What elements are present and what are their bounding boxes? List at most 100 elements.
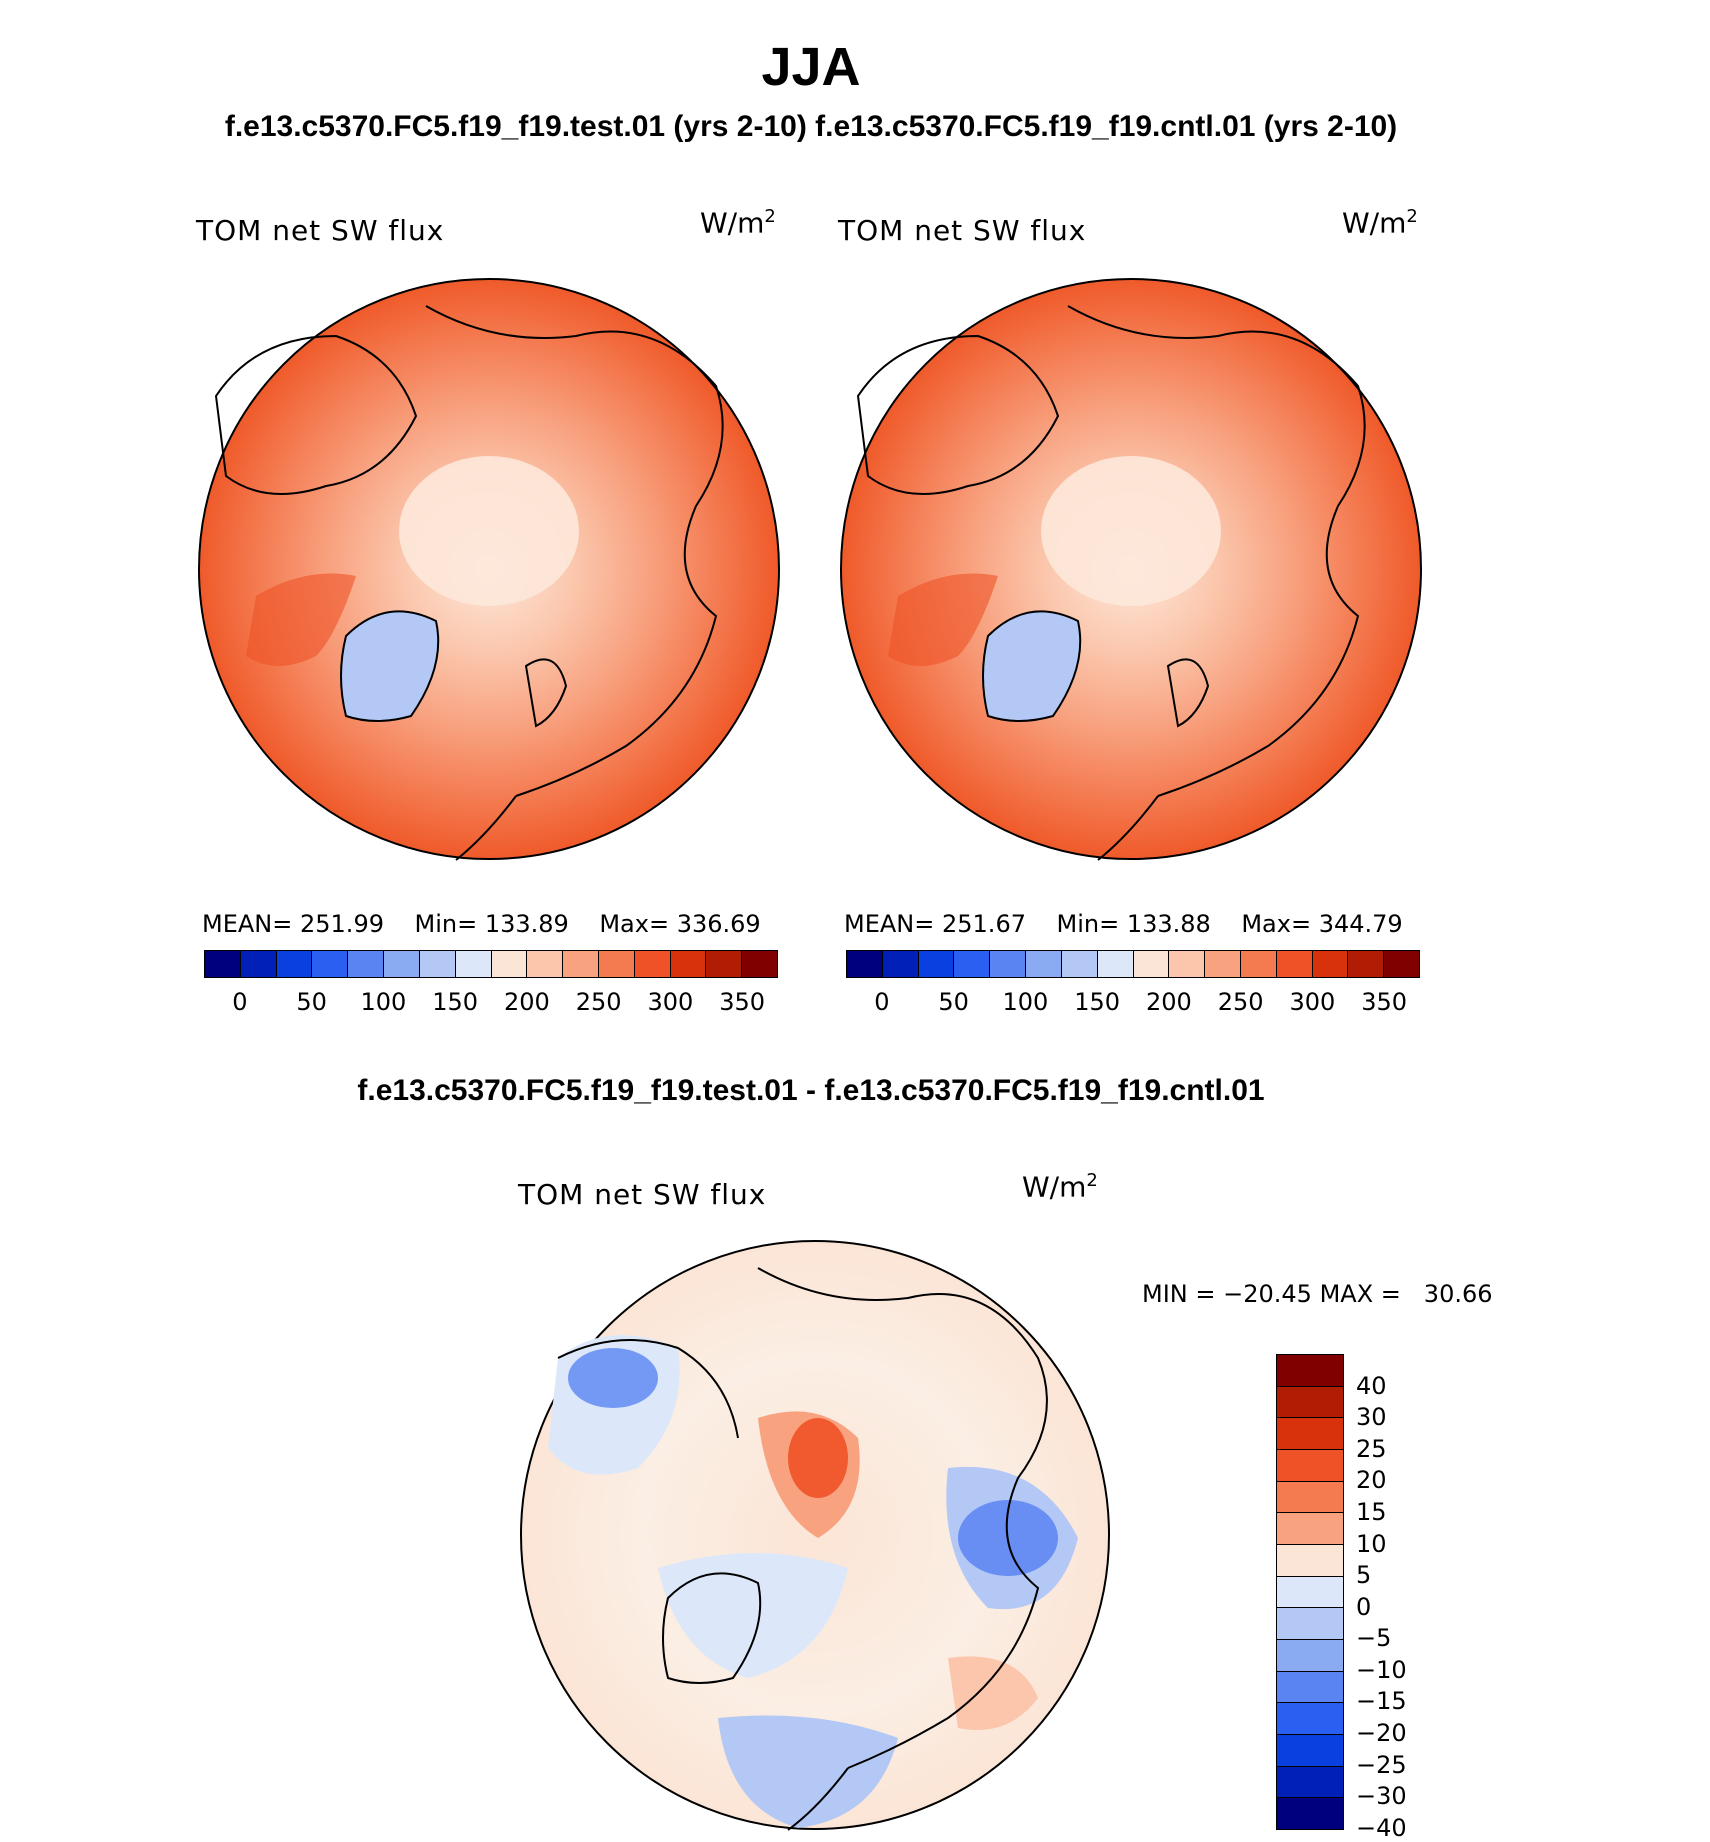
diff-colorbar-swatch (1277, 1355, 1343, 1387)
panel2-svalbard (1166, 658, 1210, 728)
panel2-greenland (982, 610, 1082, 722)
colorbar-swatch (954, 951, 991, 977)
colorbar-swatch (240, 951, 277, 977)
figure-title: JJA (761, 37, 861, 97)
diff-colorbar-swatch (1277, 1671, 1343, 1704)
diff-colorbar-label: 25 (1356, 1434, 1387, 1463)
colorbar-swatch (598, 951, 635, 977)
colorbar-swatch (455, 951, 492, 977)
colorbar-tick-label: 150 (1074, 988, 1121, 1016)
colorbar-swatch (918, 951, 955, 977)
diff-colorbar-label: 20 (1356, 1466, 1387, 1495)
panel1-eurasia-coast (425, 305, 724, 797)
colorbar-swatch (276, 951, 313, 977)
diff-colorbar-swatch (1277, 1450, 1343, 1482)
diff-colorbar-swatch (1277, 1640, 1343, 1672)
diff-colorbar-swatch (1277, 1576, 1343, 1609)
colorbar-swatch (205, 951, 241, 977)
colorbar-tick-label: 250 (575, 988, 622, 1016)
colorbar-swatch (990, 951, 1027, 977)
colorbar-swatch (882, 951, 919, 977)
colorbar-swatch (419, 951, 456, 977)
colorbar-swatch (1026, 951, 1062, 977)
diff-alaska-coast (557, 1339, 739, 1439)
panel2-alaska-coast (856, 334, 1060, 495)
panel2-stats: MEAN= 251.67 Min= 133.88 Max= 344.79 (844, 910, 1403, 938)
diff-colorbar-swatch (1277, 1481, 1343, 1514)
colorbar-swatch (527, 951, 564, 977)
diff-pos-core-pole (788, 1418, 848, 1498)
diff-colorbar-label: 40 (1356, 1371, 1387, 1400)
colorbar-tick-label: 0 (874, 988, 890, 1016)
panel1-europe-coast (455, 795, 517, 861)
panel1-variable: TOM net SW flux (196, 214, 445, 247)
panel2-units: W/m2 (1342, 206, 1418, 240)
diff-colorbar-label: 15 (1356, 1497, 1387, 1526)
colorbar-tick-label: 150 (432, 988, 479, 1016)
diff-pos-region-asia (948, 1656, 1038, 1730)
panel2-colorbar (846, 950, 1420, 978)
diff-greenland-coast (662, 1572, 762, 1684)
colorbar-swatch (847, 951, 883, 977)
diff-polar-map (520, 1240, 1110, 1831)
diff-colorbar-swatch (1277, 1608, 1343, 1641)
colorbar-swatch (706, 951, 743, 977)
colorbar-swatch (312, 951, 349, 977)
diff-minmax: MIN = −20.45 MAX = 30.66 (1142, 1280, 1493, 1308)
diff-colorbar-label: 5 (1356, 1561, 1372, 1590)
diff-colorbar-label: −5 (1356, 1624, 1392, 1653)
diff-colorbar-swatch (1277, 1735, 1343, 1767)
colorbar-swatch (1240, 951, 1277, 977)
diff-colorbar-label: −15 (1356, 1687, 1407, 1716)
colorbar-swatch (563, 951, 599, 977)
diff-title: f.e13.c5370.FC5.f19_f19.test.01 - f.e13.… (357, 1074, 1265, 1107)
diff-colorbar-label: −25 (1356, 1750, 1407, 1779)
colorbar-swatch (1205, 951, 1241, 977)
diff-colorbar-label: −20 (1356, 1719, 1407, 1748)
diff-neg-core-nw (568, 1348, 658, 1408)
panel1-stats: MEAN= 251.99 Min= 133.89 Max= 336.69 (202, 910, 761, 938)
diff-eurasia-coast (757, 1267, 1048, 1769)
diff-colorbar-swatch (1277, 1545, 1343, 1577)
panel1-units: W/m2 (700, 206, 776, 240)
colorbar-tick-label: 350 (1361, 988, 1408, 1016)
diff-europe-coast (787, 1767, 849, 1831)
colorbar-swatch (491, 951, 528, 977)
panel2-polar-map (840, 278, 1422, 861)
panel2-eurasia-coast (1067, 305, 1366, 797)
diff-neg-region-greenland (658, 1553, 848, 1678)
diff-colorbar (1276, 1354, 1344, 1830)
colorbar-swatch (1312, 951, 1349, 977)
panel1-colorbar (204, 950, 778, 978)
panel1-arctic-ocean (399, 456, 579, 606)
colorbar-swatch (1169, 951, 1206, 977)
diff-variable: TOM net SW flux (518, 1178, 767, 1211)
panel1-greenland (340, 610, 440, 722)
diff-colorbar-label: 0 (1356, 1592, 1372, 1621)
panel2-variable: TOM net SW flux (838, 214, 1087, 247)
colorbar-tick-label: 100 (360, 988, 407, 1016)
colorbar-tick-label: 350 (719, 988, 766, 1016)
colorbar-tick-label: 200 (503, 988, 550, 1016)
panel1-svalbard (524, 658, 568, 728)
diff-colorbar-label: −30 (1356, 1782, 1407, 1811)
figure-subtitle: f.e13.c5370.FC5.f19_f19.test.01 (yrs 2-1… (224, 110, 1398, 143)
panel2-colorbar-ticks: 0 50 100 150 200 250 300 350 (846, 988, 1420, 1018)
panel2-arctic-ocean (1041, 456, 1221, 606)
diff-colorbar-labels: 40 30 25 20 15 10 5 0 −5 −10 −15 −20 −25 −30 −40 (1356, 1354, 1476, 1842)
colorbar-tick-label: 50 (938, 988, 969, 1016)
panel2-europe-coast (1097, 795, 1159, 861)
diff-colorbar-swatch (1277, 1798, 1343, 1830)
panel1-hudson-bay (246, 573, 356, 666)
colorbar-tick-label: 0 (232, 988, 248, 1016)
panel1-alaska-coast (214, 334, 418, 495)
diff-colorbar-swatch (1277, 1766, 1343, 1799)
panel1-polar-map (198, 278, 780, 861)
colorbar-swatch (1097, 951, 1134, 977)
panel2-hudson-bay (888, 573, 998, 666)
colorbar-swatch (1061, 951, 1098, 977)
colorbar-tick-label: 200 (1145, 988, 1192, 1016)
colorbar-swatch (1384, 951, 1419, 977)
colorbar-swatch (1133, 951, 1170, 977)
diff-colorbar-label: 10 (1356, 1529, 1387, 1558)
